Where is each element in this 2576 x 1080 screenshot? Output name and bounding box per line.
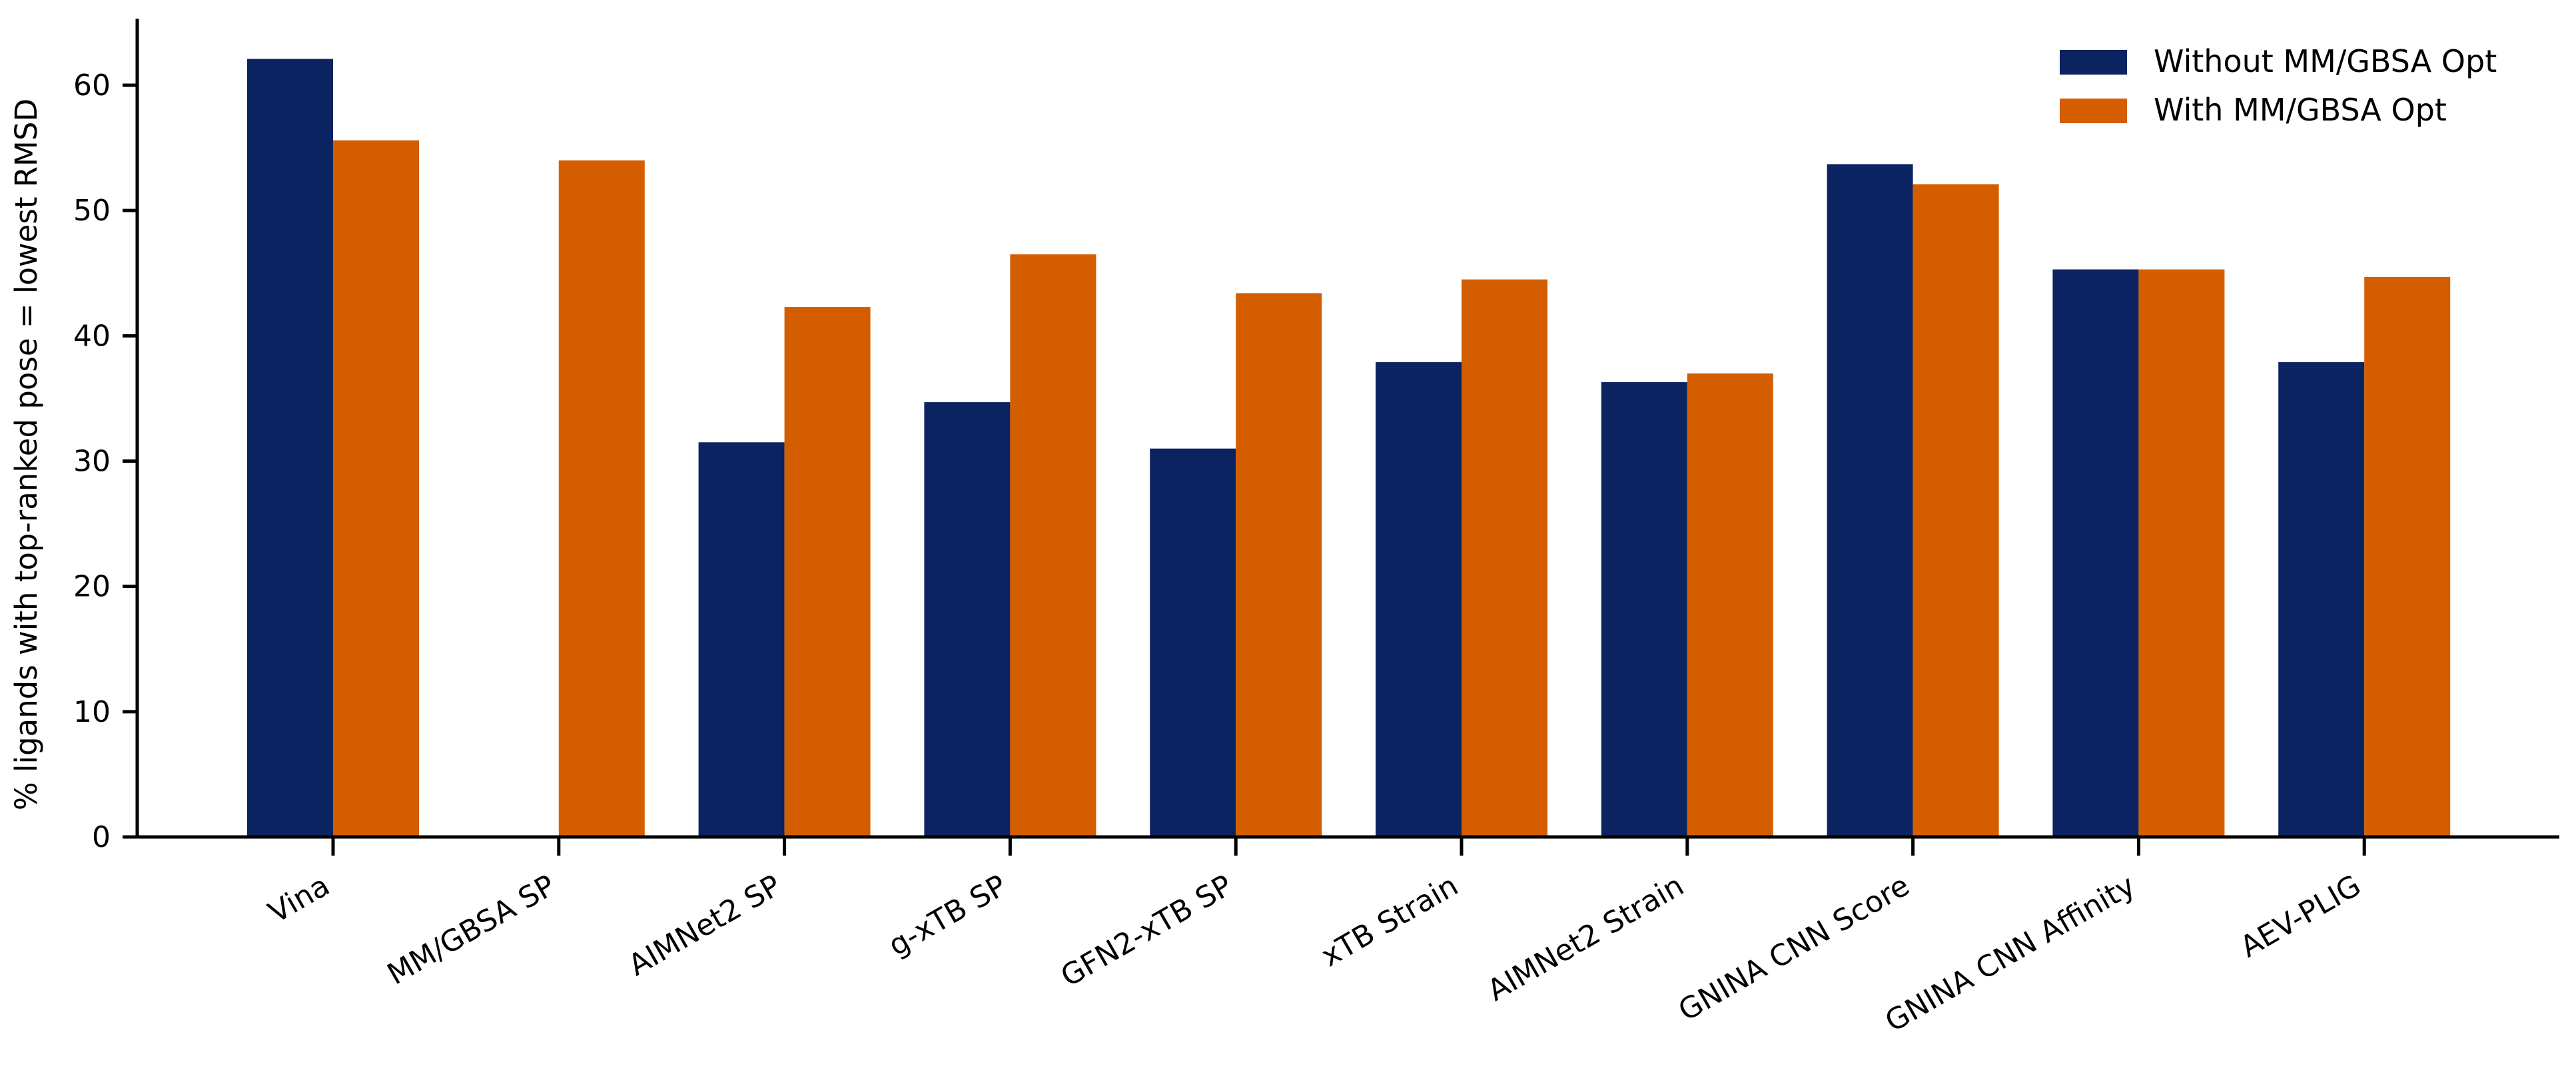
x-tick-label: GNINA CNN Affinity xyxy=(1880,868,2141,1039)
bar-without-vina xyxy=(247,59,333,838)
legend: Without MM/GBSA Opt With MM/GBSA Opt xyxy=(2060,43,2497,128)
y-tick-label: 40 xyxy=(73,319,111,353)
x-tick-label: GFN2-xTB SP xyxy=(1055,868,1238,993)
x-tick-label: Vina xyxy=(263,868,336,930)
legend-label-with: With MM/GBSA Opt xyxy=(2154,92,2447,128)
y-ticks-layer: 0 10 20 30 40 50 60 xyxy=(73,69,137,854)
axes-layer xyxy=(135,19,2559,839)
bar-without-aev-plig xyxy=(2278,362,2365,837)
bar-without-gnina-cnn-affinity xyxy=(2052,269,2139,838)
bar-with-vina xyxy=(333,140,419,837)
legend-swatch-with xyxy=(2060,99,2127,123)
bar-without-xtb-strain xyxy=(1376,362,1462,837)
bar-without-aimnet2-sp xyxy=(698,442,785,837)
bar-with-gnina-cnn-score xyxy=(1913,184,1999,837)
y-axis-label: % ligands with top-ranked pose = lowest … xyxy=(9,99,44,810)
bar-without-aimnet2-strain xyxy=(1601,382,1687,837)
bar-with-gfn2-xtb-sp xyxy=(1236,293,1322,837)
y-tick-label: 0 xyxy=(92,820,111,854)
bar-with-aimnet2-sp xyxy=(784,307,871,837)
bars-layer xyxy=(247,59,2451,838)
y-tick-label: 60 xyxy=(73,69,111,103)
x-tick-label: xTB Strain xyxy=(1316,868,1464,973)
x-tick-label: GNINA CNN Score xyxy=(1673,868,1915,1028)
x-tick-label: g-xTB SP xyxy=(883,868,1013,963)
bar-with-xtb-strain xyxy=(1462,279,1547,837)
x-ticks-layer: Vina MM/GBSA SP AIMNet2 SP g-xTB SP GFN2-xTB… xyxy=(263,837,2367,1039)
y-tick-label: 50 xyxy=(73,194,111,228)
legend-swatch-without xyxy=(2060,50,2127,75)
bar-with-aev-plig xyxy=(2364,276,2451,837)
bar-with-gnina-cnn-affinity xyxy=(2138,269,2225,838)
bar-with-mm-gbsa-sp xyxy=(558,160,645,837)
x-tick-label: MM/GBSA SP xyxy=(382,868,561,991)
bar-without-gfn2-xtb-sp xyxy=(1150,448,1236,837)
bar-without-g-xtb-sp xyxy=(924,402,1011,837)
y-tick-label: 30 xyxy=(73,445,111,479)
legend-label-without: Without MM/GBSA Opt xyxy=(2154,43,2497,79)
x-tick-label: AIMNet2 SP xyxy=(623,868,787,983)
y-tick-label: 20 xyxy=(73,570,111,604)
bar-with-g-xtb-sp xyxy=(1010,254,1096,837)
y-tick-label: 10 xyxy=(73,695,111,729)
bar-with-aimnet2-strain xyxy=(1687,373,1773,837)
x-tick-label: AEV-PLIG xyxy=(2234,868,2366,964)
bar-without-gnina-cnn-score xyxy=(1827,164,1913,838)
x-tick-label: AIMNet2 Strain xyxy=(1482,868,1689,1007)
